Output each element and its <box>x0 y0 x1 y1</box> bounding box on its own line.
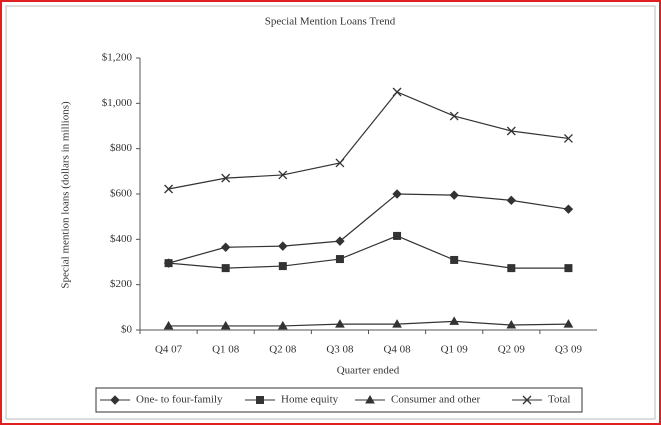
x-tick-label: Q2 09 <box>498 344 526 356</box>
marker <box>335 255 344 264</box>
marker <box>506 126 516 136</box>
marker <box>221 173 231 183</box>
marker <box>449 111 459 121</box>
marker <box>393 231 402 240</box>
chart-title: Special Mention Loans Trend <box>265 16 396 28</box>
marker <box>220 320 231 330</box>
marker <box>277 320 288 330</box>
y-tick-label: $0 <box>121 324 133 336</box>
x-tick-label: Q1 08 <box>212 344 240 356</box>
marker <box>563 134 573 143</box>
marker <box>256 396 264 404</box>
marker <box>563 204 574 214</box>
x-tick-label: Q4 08 <box>383 344 411 356</box>
y-tick-label: $800 <box>110 142 133 154</box>
x-tick-label: Q3 09 <box>555 344 583 356</box>
marker <box>506 320 517 329</box>
marker <box>221 264 230 273</box>
y-tick-label: $200 <box>110 278 133 290</box>
marker <box>164 259 173 268</box>
marker <box>365 394 375 404</box>
y-axis-label: Special mention loans (dollars in millio… <box>60 101 72 289</box>
series-line <box>168 320 569 327</box>
series-line <box>168 91 569 190</box>
x-axis-label: Quarter ended <box>337 365 400 377</box>
x-tick-label: Q1 09 <box>441 344 469 356</box>
legend-label: Consumer and other <box>391 394 481 406</box>
marker <box>278 241 288 251</box>
marker <box>278 170 288 180</box>
legend-label: Total <box>548 394 570 406</box>
marker <box>392 87 402 97</box>
legend-label: One- to four-family <box>136 394 223 406</box>
legend-label: Home equity <box>281 394 339 406</box>
marker <box>220 242 231 252</box>
marker <box>392 189 402 199</box>
marker <box>563 319 574 328</box>
marker <box>110 395 120 405</box>
y-tick-label: $400 <box>110 233 133 245</box>
marker <box>164 184 174 194</box>
marker <box>506 195 517 206</box>
x-tick-label: Q2 08 <box>269 344 297 356</box>
y-tick-label: $1,000 <box>102 97 133 109</box>
x-tick-label: Q3 08 <box>326 344 354 356</box>
marker <box>450 255 459 264</box>
marker <box>278 262 287 271</box>
marker <box>522 395 532 405</box>
marker <box>335 319 345 328</box>
y-tick-label: $600 <box>110 188 133 200</box>
marker <box>163 320 174 330</box>
series-line <box>168 193 569 264</box>
marker <box>564 264 573 273</box>
marker <box>392 319 402 328</box>
marker <box>449 316 460 325</box>
marker <box>507 264 516 273</box>
x-tick-label: Q4 07 <box>155 344 183 356</box>
legend-box <box>95 387 583 413</box>
series-line <box>168 235 569 269</box>
chart-frame <box>5 5 656 420</box>
y-tick-label: $1,200 <box>102 52 133 64</box>
marker <box>335 236 345 246</box>
marker <box>449 190 459 200</box>
marker <box>335 158 345 168</box>
